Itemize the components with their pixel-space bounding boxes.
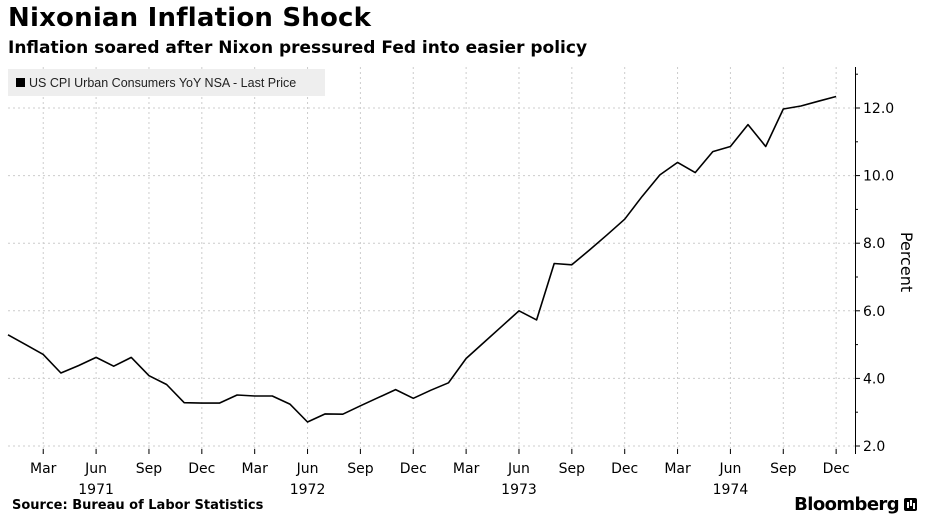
y-tick-label: 12.0 [863, 101, 894, 117]
x-tick-label: Dec [188, 461, 215, 477]
x-tick-label: Sep [770, 461, 797, 477]
brand-name: Bloomberg [794, 494, 899, 515]
x-tick-label: Dec [400, 461, 427, 477]
x-tick-label: Dec [611, 461, 638, 477]
y-tick-label: 4.0 [863, 371, 885, 387]
y-tick-label: 2.0 [863, 439, 885, 455]
x-tick-label: Mar [30, 461, 57, 477]
x-tick-label: Jun [507, 461, 530, 477]
x-year-label: 1973 [501, 482, 537, 498]
y-axis-line [855, 67, 856, 454]
legend: US CPI Urban Consumers YoY NSA - Last Pr… [8, 69, 325, 96]
x-tick-label: Sep [559, 461, 586, 477]
bloomberg-logo: Bloomberg [794, 494, 917, 515]
y-tick-label: 8.0 [863, 236, 885, 252]
tick-layer: 2.0 4.0 6.0 8.0 10.0 12.0 Mar Jun Sep Dec Mar Jun Se… [30, 73, 894, 498]
x-tick-label: Mar [664, 461, 691, 477]
x-tick-label: Jun [296, 461, 319, 477]
x-year-label: 1974 [713, 482, 749, 498]
bloomberg-terminal-icon [904, 498, 917, 511]
x-tick-label: Jun [84, 461, 107, 477]
y-tick-label: 10.0 [863, 169, 894, 185]
legend-background [8, 69, 325, 96]
x-year-label: 1972 [290, 482, 326, 498]
x-tick-label: Mar [453, 461, 480, 477]
point-layer [7, 95, 838, 423]
x-tick-label: Sep [136, 461, 163, 477]
grid-layer [8, 67, 855, 454]
x-tick-label: Jun [718, 461, 741, 477]
x-tick-label: Dec [823, 461, 850, 477]
chart-title: Nixonian Inflation Shock [8, 3, 372, 33]
source-note: Source: Bureau of Labor Statistics [12, 498, 264, 513]
series-line-cpi [7, 95, 837, 423]
legend-label: US CPI Urban Consumers YoY NSA - Last Pr… [29, 76, 296, 90]
x-tick-label: Mar [241, 461, 268, 477]
legend-swatch [16, 78, 25, 87]
chart-subtitle: Inflation soared after Nixon pressured F… [8, 38, 588, 58]
y-tick-label: 6.0 [863, 304, 885, 320]
y-axis-label: Percent [897, 232, 916, 292]
x-year-label: 1971 [78, 482, 114, 498]
x-tick-label: Sep [347, 461, 374, 477]
